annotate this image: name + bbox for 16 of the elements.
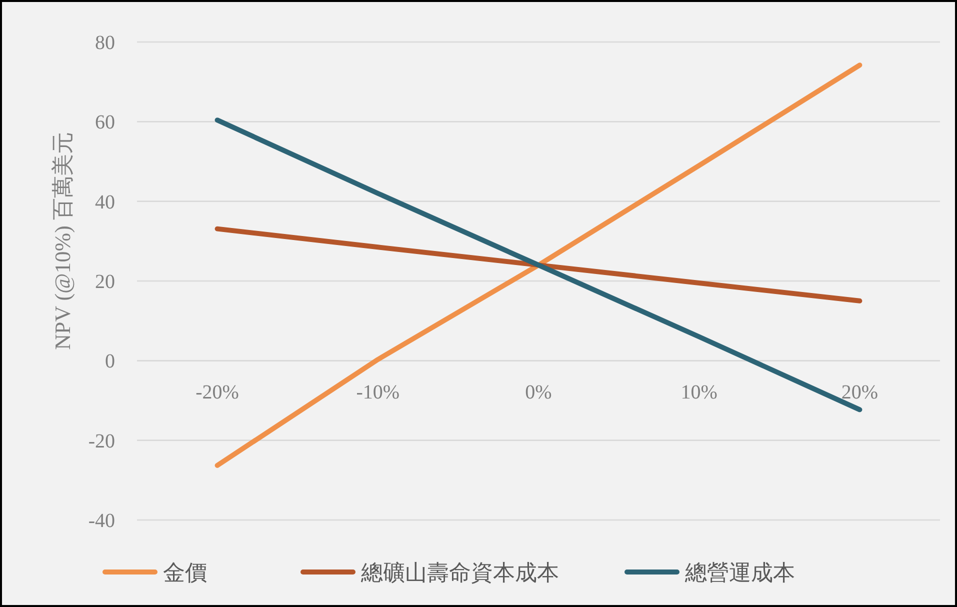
y-tick-label: 80 — [95, 32, 115, 54]
y-tick-label: 60 — [95, 112, 115, 134]
x-tick-label: 20% — [841, 382, 878, 404]
y-tick-label: 40 — [95, 191, 115, 214]
y-tick-label: 0 — [105, 350, 115, 373]
y-tick-label: 20 — [95, 271, 115, 293]
legend-label: 總營運成本 — [684, 560, 795, 585]
x-tick-label: -10% — [356, 382, 400, 404]
y-axis-title: NPV (@10%) 百萬美元 — [50, 132, 75, 350]
x-tick-label: 0% — [525, 382, 552, 404]
y-tick-label: -20 — [88, 430, 115, 452]
y-tick-label: -40 — [88, 510, 115, 532]
legend-label: 總礦山壽命資本成本 — [360, 560, 559, 585]
legend-label: 金價 — [163, 560, 207, 585]
x-tick-label: 10% — [680, 382, 718, 404]
x-tick-label: -20% — [196, 382, 239, 404]
